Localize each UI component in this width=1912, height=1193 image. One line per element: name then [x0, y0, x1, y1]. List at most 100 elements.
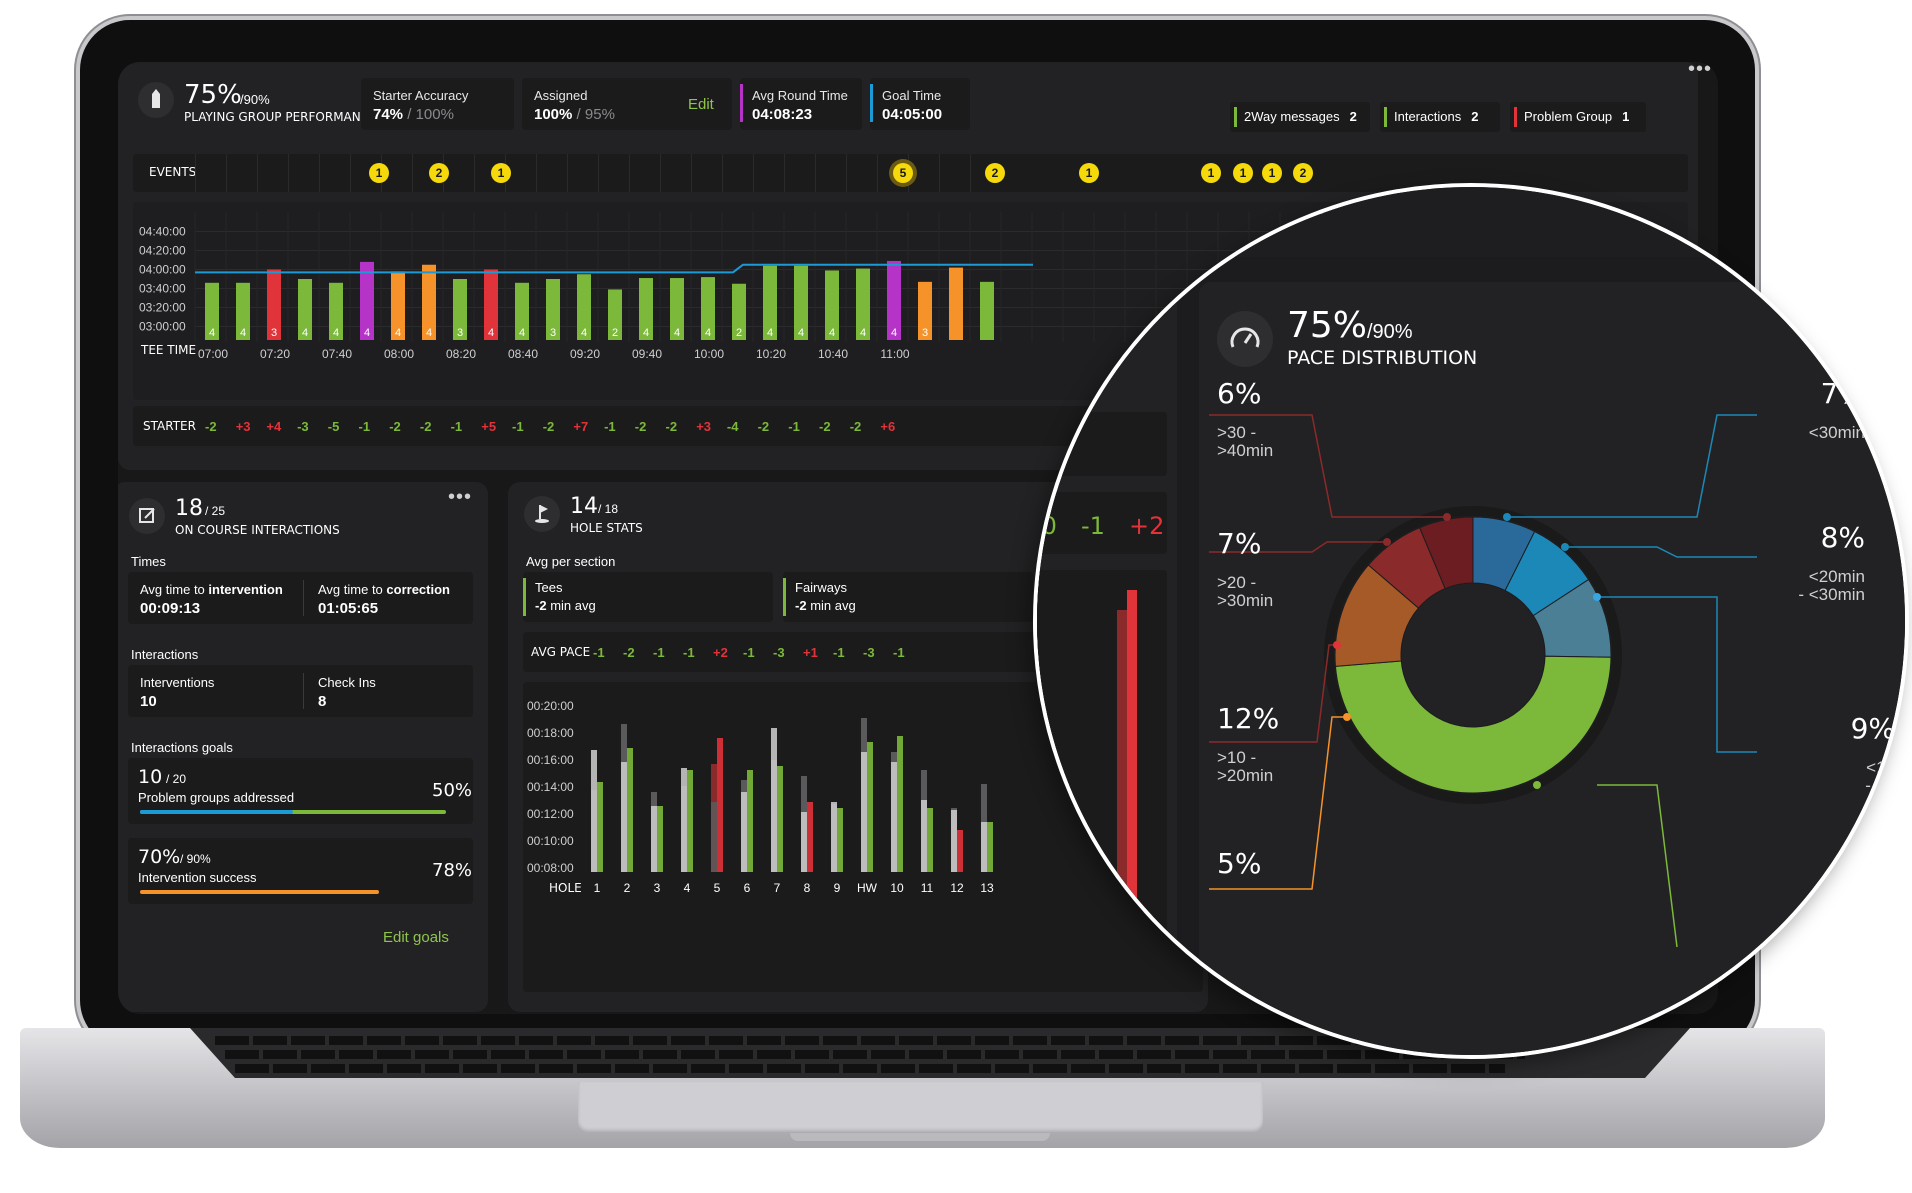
- hole-bar-current[interactable]: [627, 748, 633, 872]
- avg-pace-value: -3: [863, 645, 875, 660]
- hole-bar-avg[interactable]: [591, 750, 597, 872]
- zoom-empty-card: [1037, 412, 1167, 476]
- grid-line: [691, 154, 692, 192]
- tee-bar[interactable]: [701, 277, 715, 340]
- tee-bar[interactable]: [267, 269, 281, 341]
- hole-bar-current[interactable]: [867, 742, 873, 872]
- performance-label: PLAYING GROUP PERFORMANCE: [184, 110, 377, 124]
- tee-bar[interactable]: [980, 281, 994, 340]
- tee-bar[interactable]: [918, 281, 932, 340]
- hole-bar-current[interactable]: [657, 806, 663, 872]
- hole-bar-avg[interactable]: [711, 802, 717, 872]
- grid-line: [629, 154, 630, 192]
- donut-slice[interactable]: [1419, 516, 1474, 590]
- zoom-delta: -1: [1095, 191, 1121, 221]
- hole-bar-avg[interactable]: [741, 792, 747, 872]
- more-horizontal-icon[interactable]: •••: [1133, 299, 1158, 321]
- problem-group-pill[interactable]: Problem Group 1: [1510, 102, 1646, 132]
- goal2-count: 70%: [138, 846, 181, 868]
- two-way-messages-pill[interactable]: 2Way messages 2: [1230, 102, 1370, 132]
- grid-line: [846, 154, 847, 192]
- goal2-pct: 78%: [432, 860, 473, 881]
- goal1-label: Problem groups addressed: [138, 790, 295, 805]
- tee-bar[interactable]: [670, 278, 684, 340]
- starter-label: STARTER: [143, 419, 196, 433]
- tee-bar[interactable]: [732, 283, 746, 340]
- problem-group-count: 1: [1622, 109, 1630, 124]
- hole-bar-current[interactable]: [717, 738, 723, 872]
- hole-bar-current[interactable]: [957, 830, 963, 872]
- group-size-label: 4: [333, 327, 339, 339]
- avg-pace-value: +1: [803, 645, 818, 660]
- interactions-section-label: Interactions: [131, 647, 199, 662]
- starter-delta: -2: [389, 419, 401, 434]
- tee-bar[interactable]: [484, 269, 498, 341]
- hole-bar-avg[interactable]: [861, 752, 867, 872]
- tee-bar[interactable]: [825, 270, 839, 340]
- tee-bar[interactable]: [298, 279, 312, 340]
- tee-bar[interactable]: [794, 265, 808, 340]
- hole-bar-current[interactable]: [807, 802, 813, 872]
- tee-bar[interactable]: [391, 271, 405, 340]
- x-tick-label: 09:40: [632, 347, 662, 361]
- pace-right-range: <20min: [1808, 567, 1865, 586]
- tee-bar[interactable]: [608, 289, 622, 340]
- tee-bar[interactable]: [422, 264, 436, 340]
- tee-bar[interactable]: [453, 279, 467, 340]
- tee-bar[interactable]: [360, 261, 374, 340]
- hole-bar-current[interactable]: [987, 822, 993, 872]
- hole-bar-current[interactable]: [777, 766, 783, 872]
- hole-bar-avg[interactable]: [681, 768, 687, 872]
- pace-right-pct: 8%: [1820, 521, 1865, 554]
- tee-bar[interactable]: [546, 279, 560, 340]
- avg-intervention-label-b: intervention: [208, 582, 283, 597]
- hole-bar-avg[interactable]: [621, 762, 627, 872]
- hole-bar-avg[interactable]: [771, 728, 777, 872]
- leader-dot: [1383, 538, 1391, 546]
- hole-bar-avg[interactable]: [831, 802, 837, 872]
- goals-label: Interactions goals: [131, 740, 233, 755]
- avg-pace-label: AVG PACE: [531, 645, 591, 659]
- grid-line: [722, 154, 723, 192]
- pace-right-range: <10: [1866, 758, 1895, 777]
- hole-bar-avg[interactable]: [891, 762, 897, 872]
- tee-bar[interactable]: [639, 278, 653, 340]
- grid-line: [660, 154, 661, 192]
- tee-bar[interactable]: [856, 268, 870, 340]
- donut-slice[interactable]: [1334, 655, 1612, 794]
- tee-bar[interactable]: [236, 282, 250, 340]
- tee-bar[interactable]: [577, 274, 591, 340]
- hole-bar-current[interactable]: [687, 770, 693, 872]
- hole-bar-avg[interactable]: [801, 812, 807, 872]
- tee-bar[interactable]: [205, 282, 219, 340]
- goal1-count: 10: [138, 766, 163, 788]
- tee-bar[interactable]: [329, 282, 343, 340]
- group-size-label: 4: [829, 327, 835, 339]
- avg-correction-value: 01:05:65: [318, 600, 379, 617]
- grid-line: [877, 154, 878, 192]
- tee-bar[interactable]: [763, 265, 777, 340]
- tee-bar[interactable]: [949, 267, 963, 340]
- tee-bar[interactable]: [515, 282, 529, 340]
- edit-button[interactable]: Edit: [688, 96, 714, 113]
- group-size-label: 3: [922, 327, 928, 339]
- edit-goals-button[interactable]: Edit goals: [383, 929, 449, 946]
- hole-bar-avg[interactable]: [951, 810, 957, 872]
- hole-bar-current[interactable]: [927, 808, 933, 872]
- more-horizontal-icon[interactable]: •••: [448, 486, 473, 508]
- x-tick-label: 07:40: [322, 347, 352, 361]
- tee-bar[interactable]: [887, 260, 901, 340]
- hole-label: 9: [834, 881, 841, 895]
- hole-bar-current[interactable]: [747, 770, 753, 872]
- hole-bar-current[interactable]: [837, 808, 843, 872]
- more-horizontal-icon[interactable]: •••: [1688, 62, 1713, 80]
- interactions-pill[interactable]: Interactions 2: [1380, 102, 1500, 132]
- hole-bar-current[interactable]: [597, 782, 603, 872]
- starter-delta: -2: [849, 419, 862, 434]
- hole-bar-avg[interactable]: [651, 806, 657, 872]
- hole-bar-avg[interactable]: [981, 822, 987, 872]
- zoom-pace-value: -0: [1033, 512, 1057, 540]
- leader-line: [1209, 541, 1387, 553]
- hole-bar-avg[interactable]: [921, 800, 927, 872]
- hole-bar-current[interactable]: [897, 736, 903, 872]
